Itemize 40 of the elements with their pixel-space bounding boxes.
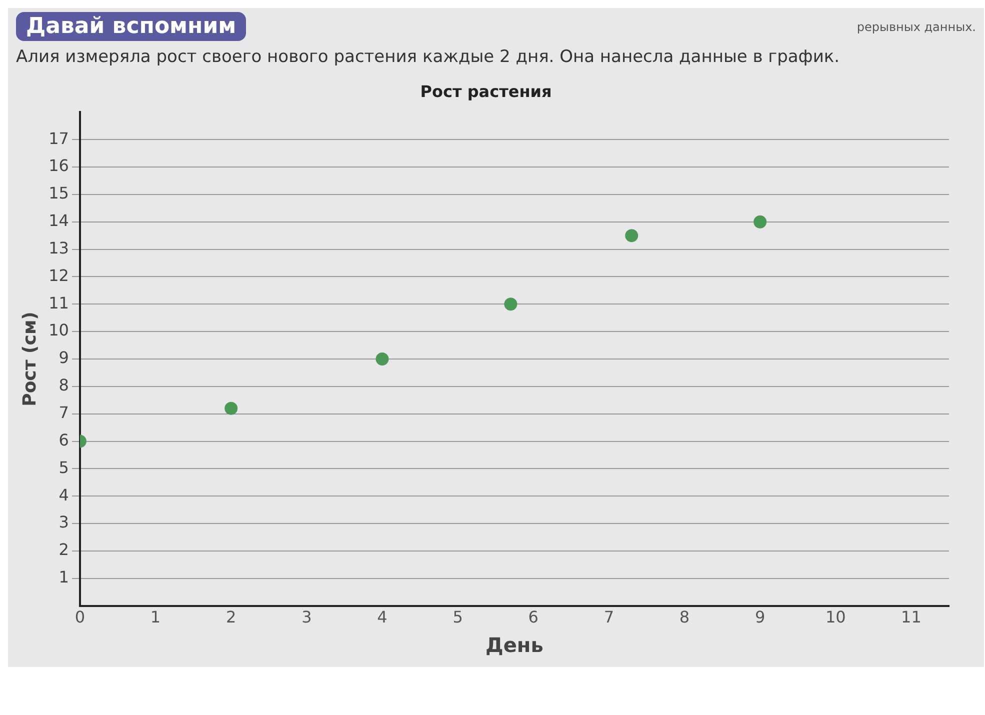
x-tick-label: 5 [452,608,463,627]
x-tick-label: 2 [226,608,236,627]
x-tick-label: 4 [377,608,388,627]
point [754,215,767,228]
text: Давай вспомним [16,12,246,41]
y-tick-label: 6 [58,430,69,450]
text: Алия измеряла рост своего нового растения каждые 2 дня. Она нанесла данные в график. [16,47,841,67]
x-tick-label: 9 [754,608,766,627]
point [625,229,638,242]
x-tick-label: 8 [679,608,690,627]
x-tick-label: 10 [825,608,846,627]
y-axis-title: Рост (см) [19,312,40,406]
y-tick-label: 1 [58,568,69,587]
y-tick-label: 14 [48,211,69,230]
y-tick-label: 2 [58,540,69,560]
y-tick-label: 7 [58,403,69,422]
x-tick-label: 1 [150,608,161,627]
x-tick-label: 6 [528,608,538,627]
x-tick-label: 0 [74,608,86,627]
x-tick-label: 7 [604,608,614,627]
y-tick-label: 3 [58,512,69,532]
y-tick-label: 8 [58,376,69,395]
chart-title: Рост растения [420,82,552,101]
text: рерывных данных. [856,20,976,34]
point [376,352,389,366]
y-tick-label: 11 [48,293,69,312]
x-axis-title: День [486,633,544,658]
point [224,402,238,415]
y-tick-label: 4 [58,485,69,504]
x-tick-label: 11 [901,608,922,627]
y-tick-label: 12 [48,266,69,285]
y-tick-label: 10 [48,320,69,340]
y-tick-label: 17 [48,128,69,148]
y-tick-label: 15 [48,184,69,203]
y-tick-label: 16 [48,156,69,176]
x-tick-label: 3 [302,608,312,627]
y-tick-label: 13 [48,238,69,258]
y-tick-label: 9 [58,348,69,368]
y-tick-label: 5 [58,458,69,477]
point [504,298,518,311]
